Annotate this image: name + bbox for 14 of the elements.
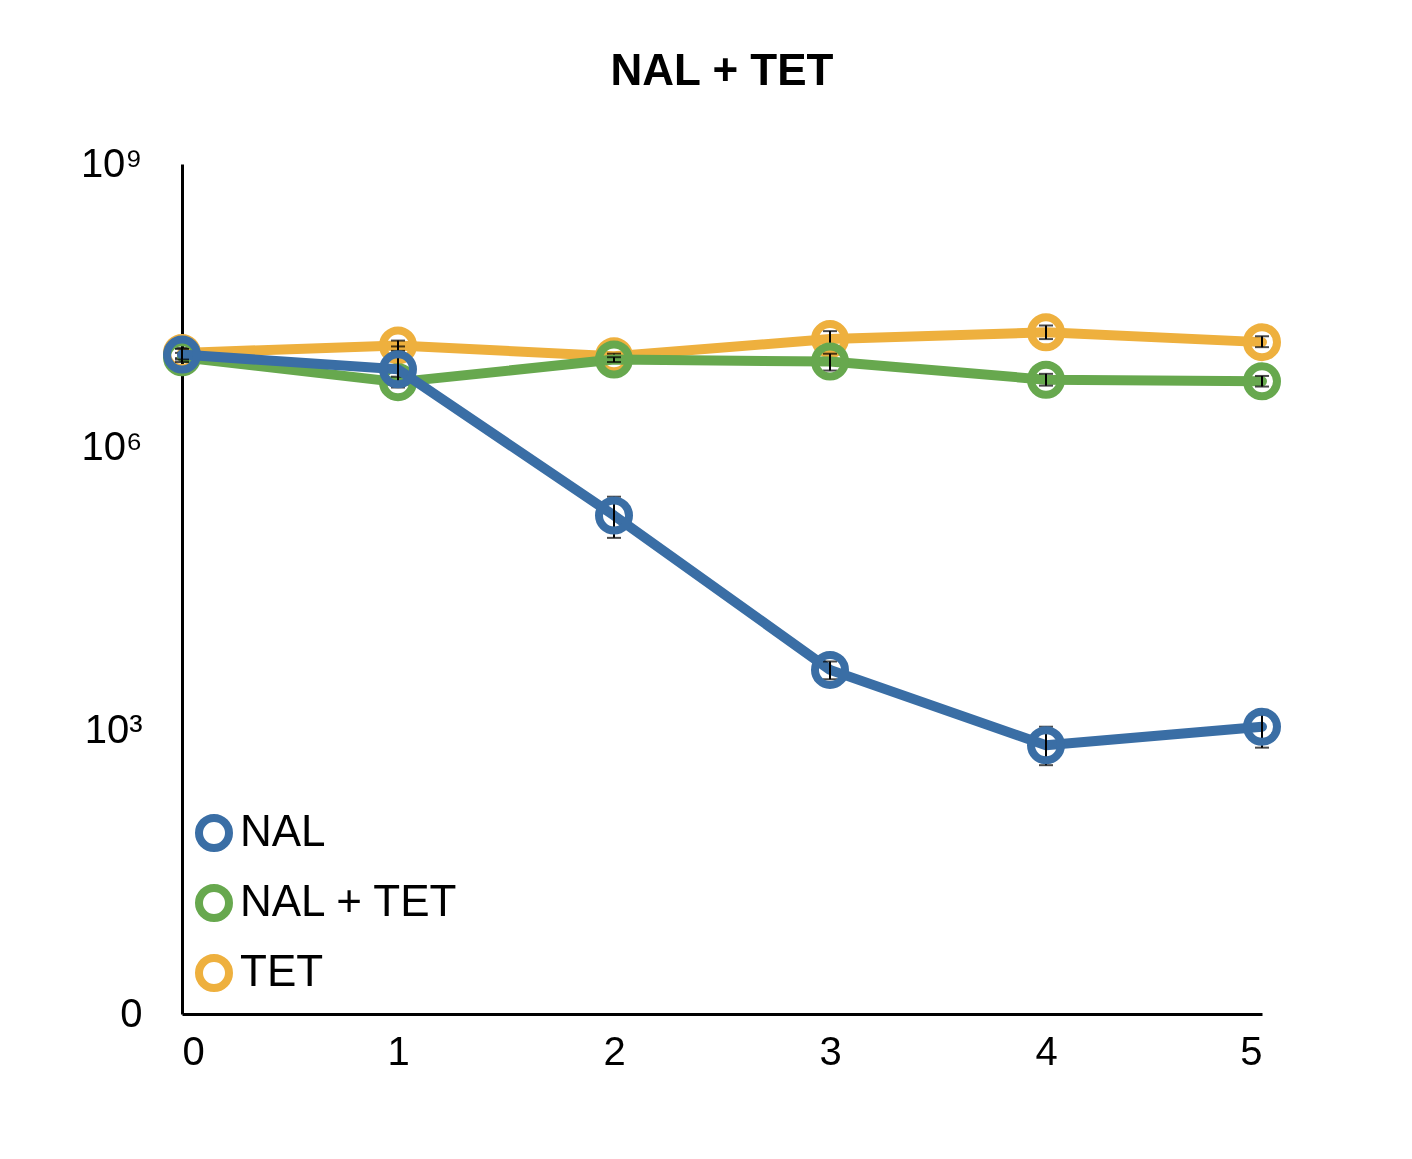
y-tick-label: 10³ — [84, 707, 143, 752]
x-tick-label: 1 — [387, 1028, 410, 1073]
x-tick-label: 5 — [1240, 1028, 1263, 1073]
y-tick-label: 10⁹ — [80, 140, 143, 185]
x-tick-label: 4 — [1035, 1028, 1058, 1073]
legend-label: NAL + TET — [240, 876, 457, 925]
legend-label: NAL — [240, 806, 326, 855]
x-tick-label: 2 — [603, 1028, 626, 1073]
chart-title: NAL + TET — [610, 45, 834, 94]
legend-label: TET — [240, 946, 324, 995]
x-tick-label: 0 — [182, 1028, 205, 1073]
y-tick-label: 10⁶ — [81, 423, 143, 468]
x-tick-label: 3 — [819, 1028, 842, 1073]
y-tick-label: 0 — [120, 990, 143, 1035]
